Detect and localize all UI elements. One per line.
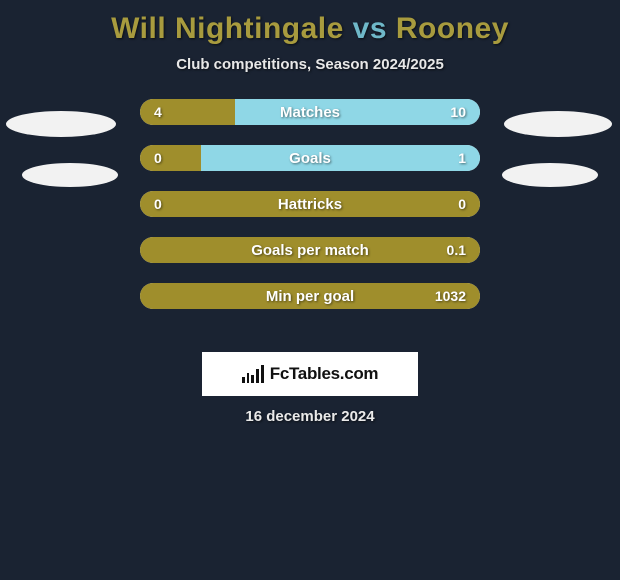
- stat-label: Matches: [140, 99, 480, 125]
- player1-name: Will Nightingale: [111, 12, 344, 45]
- player1-photo-placeholder: [6, 111, 116, 137]
- stat-label: Min per goal: [140, 283, 480, 309]
- page-title: Will Nightingale vs Rooney: [0, 0, 620, 46]
- stat-row: 01Goals: [140, 145, 480, 171]
- stat-row: 0.1Goals per match: [140, 237, 480, 263]
- stat-label: Goals: [140, 145, 480, 171]
- subtitle: Club competitions, Season 2024/2025: [0, 56, 620, 73]
- stat-row: 410Matches: [140, 99, 480, 125]
- vs-label: vs: [353, 12, 387, 45]
- stat-label: Goals per match: [140, 237, 480, 263]
- stat-label: Hattricks: [140, 191, 480, 217]
- player2-photo-placeholder: [504, 111, 612, 137]
- player2-badge-placeholder: [502, 163, 598, 187]
- player1-badge-placeholder: [22, 163, 118, 187]
- stat-row: 1032Min per goal: [140, 283, 480, 309]
- date-label: 16 december 2024: [0, 408, 620, 425]
- player2-name: Rooney: [396, 12, 509, 45]
- branding-logo-icon: [242, 365, 264, 383]
- comparison-bars: 410Matches 01Goals 00Hattricks 0.1Goals per…: [140, 99, 480, 329]
- branding-text: FcTables.com: [270, 364, 379, 384]
- branding-badge: FcTables.com: [202, 352, 418, 396]
- comparison-infographic: Will Nightingale vs Rooney Club competit…: [0, 0, 620, 580]
- stat-row: 00Hattricks: [140, 191, 480, 217]
